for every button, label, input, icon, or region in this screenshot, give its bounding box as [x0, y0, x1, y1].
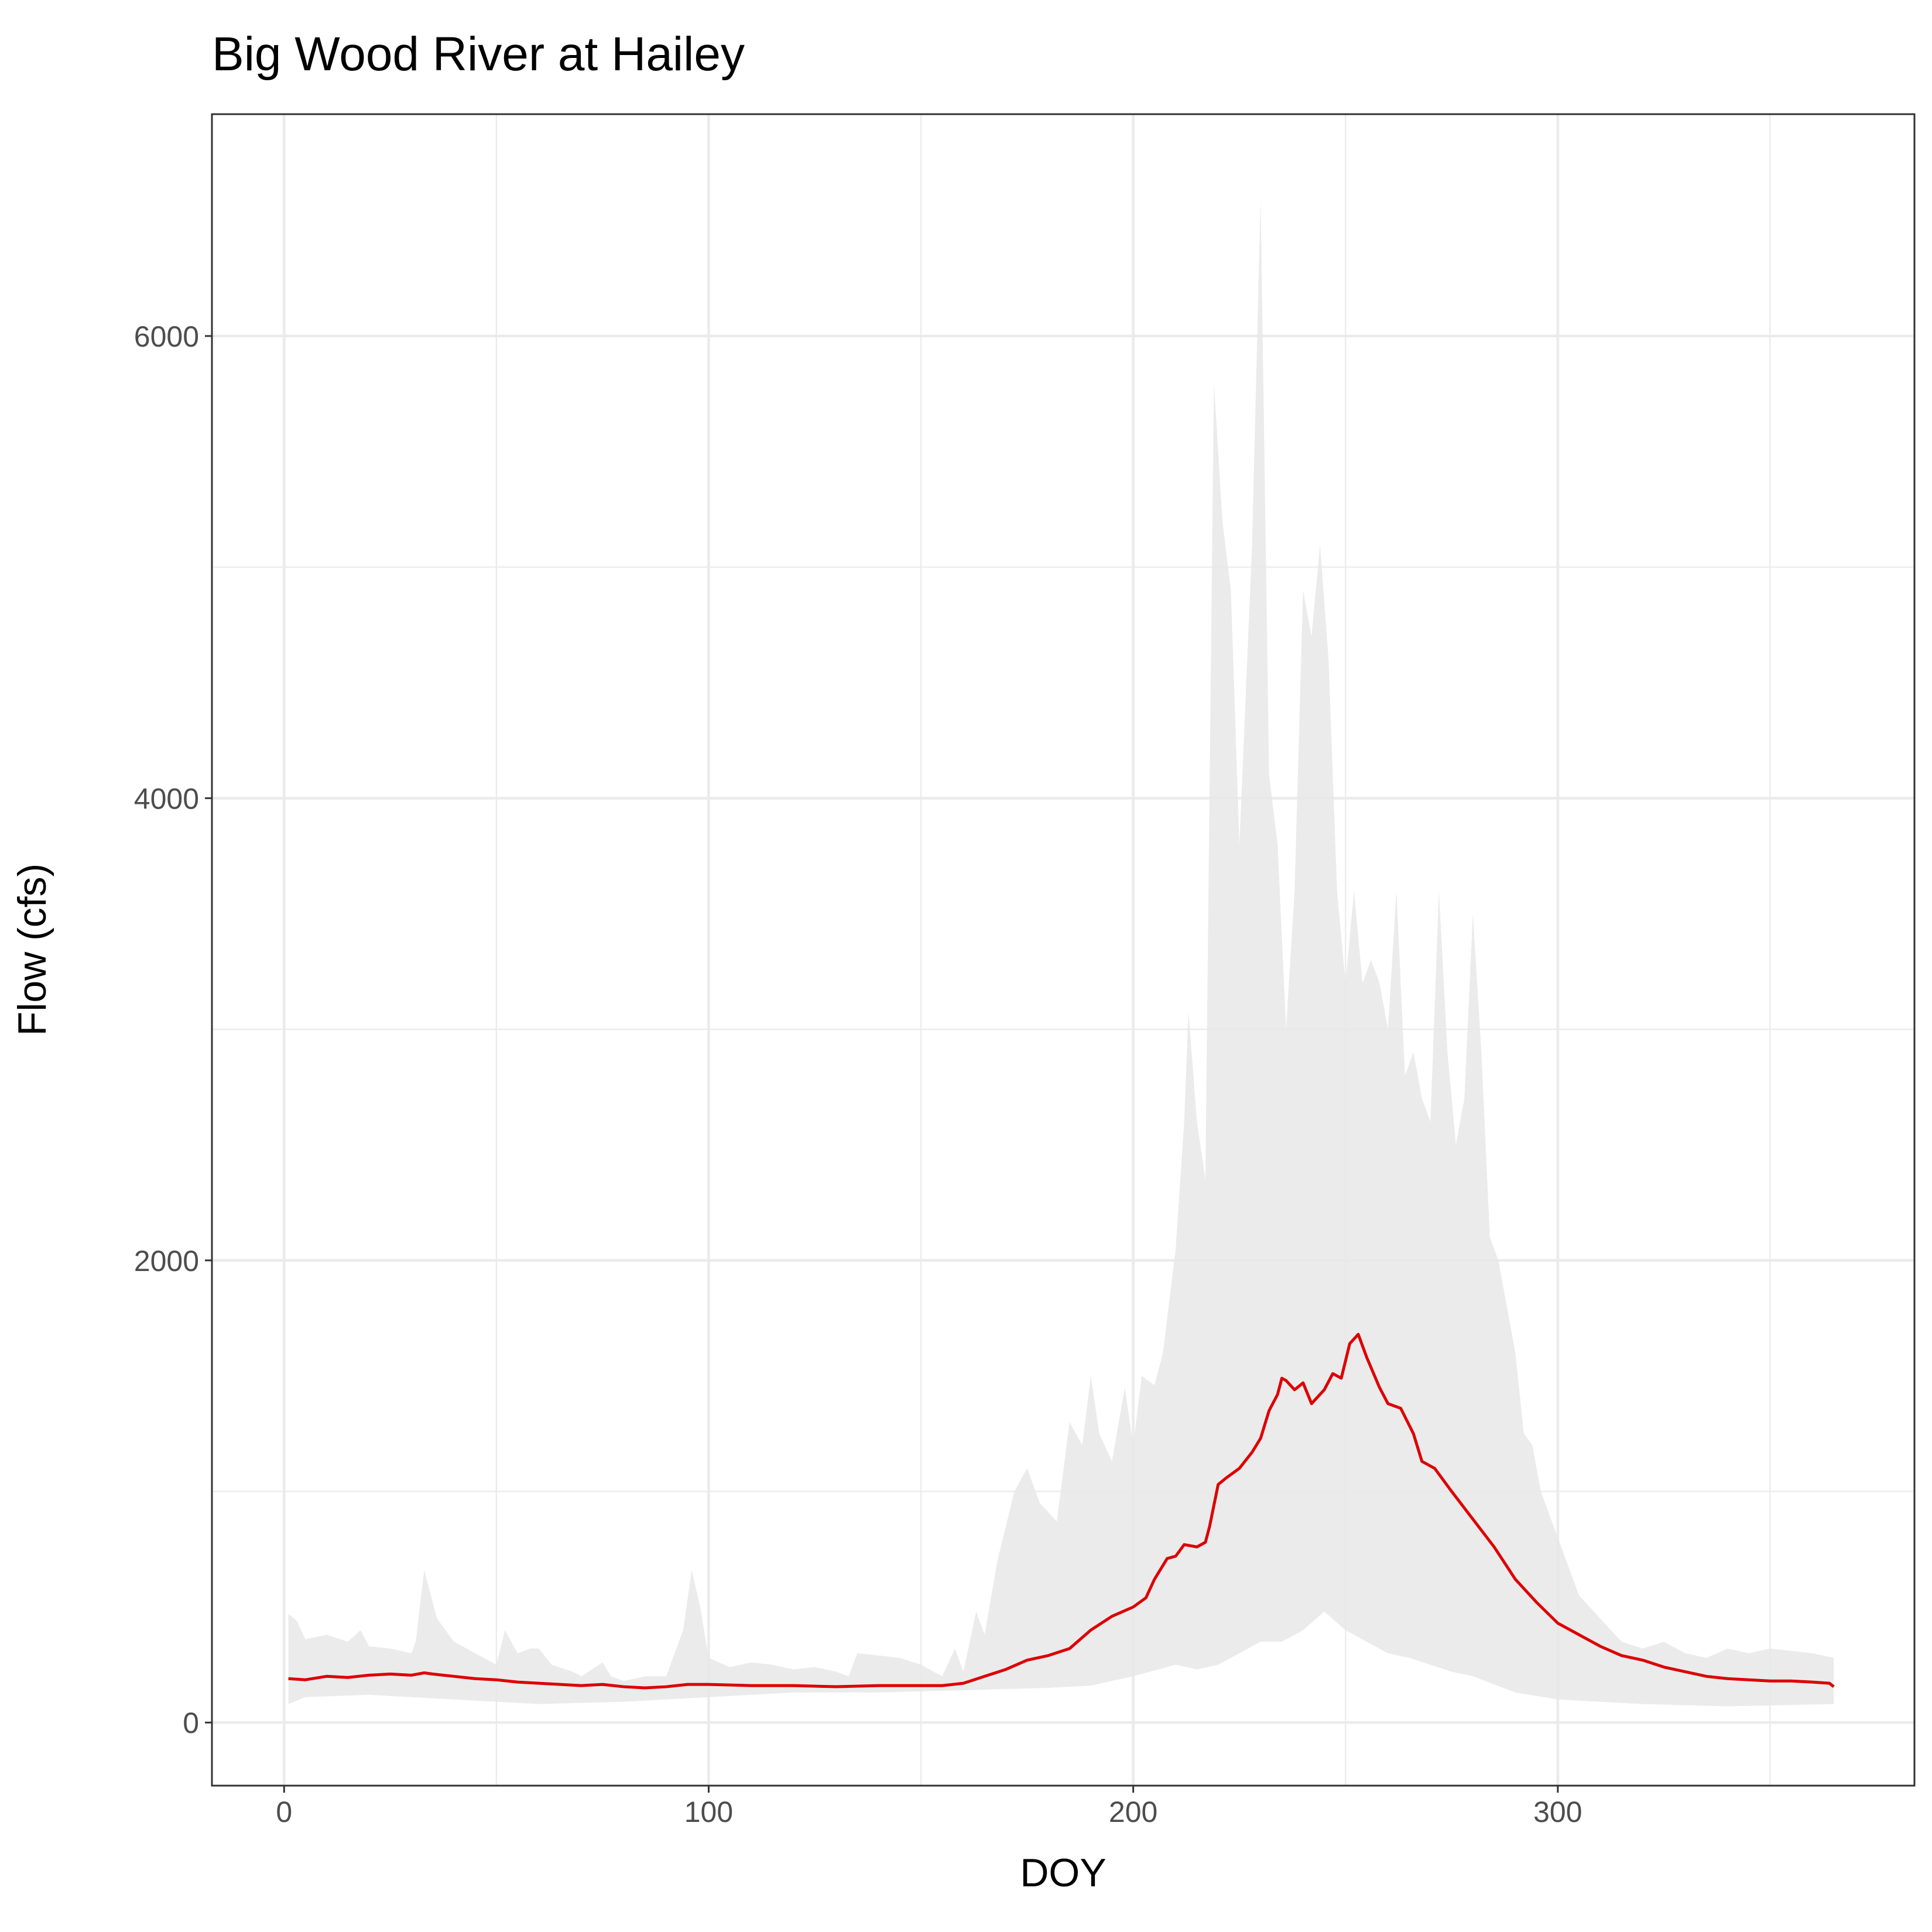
- x-tick-label: 200: [1109, 1796, 1157, 1828]
- x-tick-label: 300: [1533, 1796, 1582, 1828]
- y-tick-label: 2000: [134, 1245, 199, 1277]
- plot-area: [288, 197, 1835, 1707]
- x-tick-label: 0: [276, 1796, 292, 1828]
- panel-border: [211, 113, 1916, 1787]
- y-tick-label: 4000: [134, 782, 199, 815]
- y-tick-label: 0: [183, 1707, 199, 1739]
- x-tick-label: 100: [684, 1796, 733, 1828]
- line: [288, 1332, 1835, 1690]
- range-band: [288, 197, 1834, 1707]
- axes: 0 100 200 300 0 2000 4000 6000: [134, 113, 1916, 1828]
- y-tick-label: 6000: [134, 320, 199, 353]
- y-axis-title: Flow (cfs): [10, 864, 54, 1036]
- x-axis-title: DOY: [1020, 1851, 1106, 1895]
- chart-title: Big Wood River at Hailey: [212, 28, 745, 81]
